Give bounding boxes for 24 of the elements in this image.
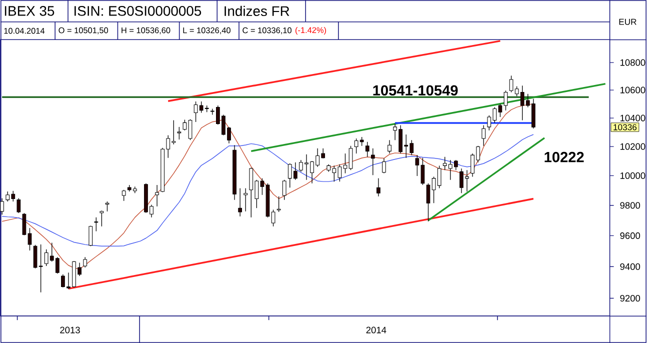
y-tick-label: 9600 [620, 232, 640, 239]
y-tick-label: 10400 [620, 114, 646, 122]
text: 10.04.2014 [4, 28, 45, 34]
y-axis-title: EUR [619, 18, 636, 25]
y-tick-label: 10800 [620, 59, 646, 66]
y-tick-label: 9400 [620, 263, 640, 270]
text: 10336 [614, 124, 637, 130]
chart-subtitle: ISIN: ES0SI0000005 [74, 6, 202, 16]
annotation: 10541-10549 [373, 85, 458, 96]
annotation: 10222 [544, 152, 584, 162]
text: 2013 [60, 326, 80, 334]
text: L = 10326,40 [183, 27, 230, 34]
chart-title: IBEX 35 [4, 6, 54, 16]
text: 2014 [366, 326, 386, 334]
y-tick-label: 10600 [620, 86, 646, 94]
text: O = 10501,50 [58, 27, 108, 34]
y-tick-label: 9800 [620, 202, 640, 209]
text: Indizes FR [224, 6, 290, 16]
text: H = 10536,60 [122, 27, 170, 34]
text: C = 10336,10 [242, 27, 292, 34]
y-tick-label: 9200 [620, 294, 640, 302]
y-tick-label: 10200 [620, 143, 646, 150]
text: (-1.42%) [295, 27, 326, 35]
y-tick-label: 10000 [620, 172, 646, 179]
